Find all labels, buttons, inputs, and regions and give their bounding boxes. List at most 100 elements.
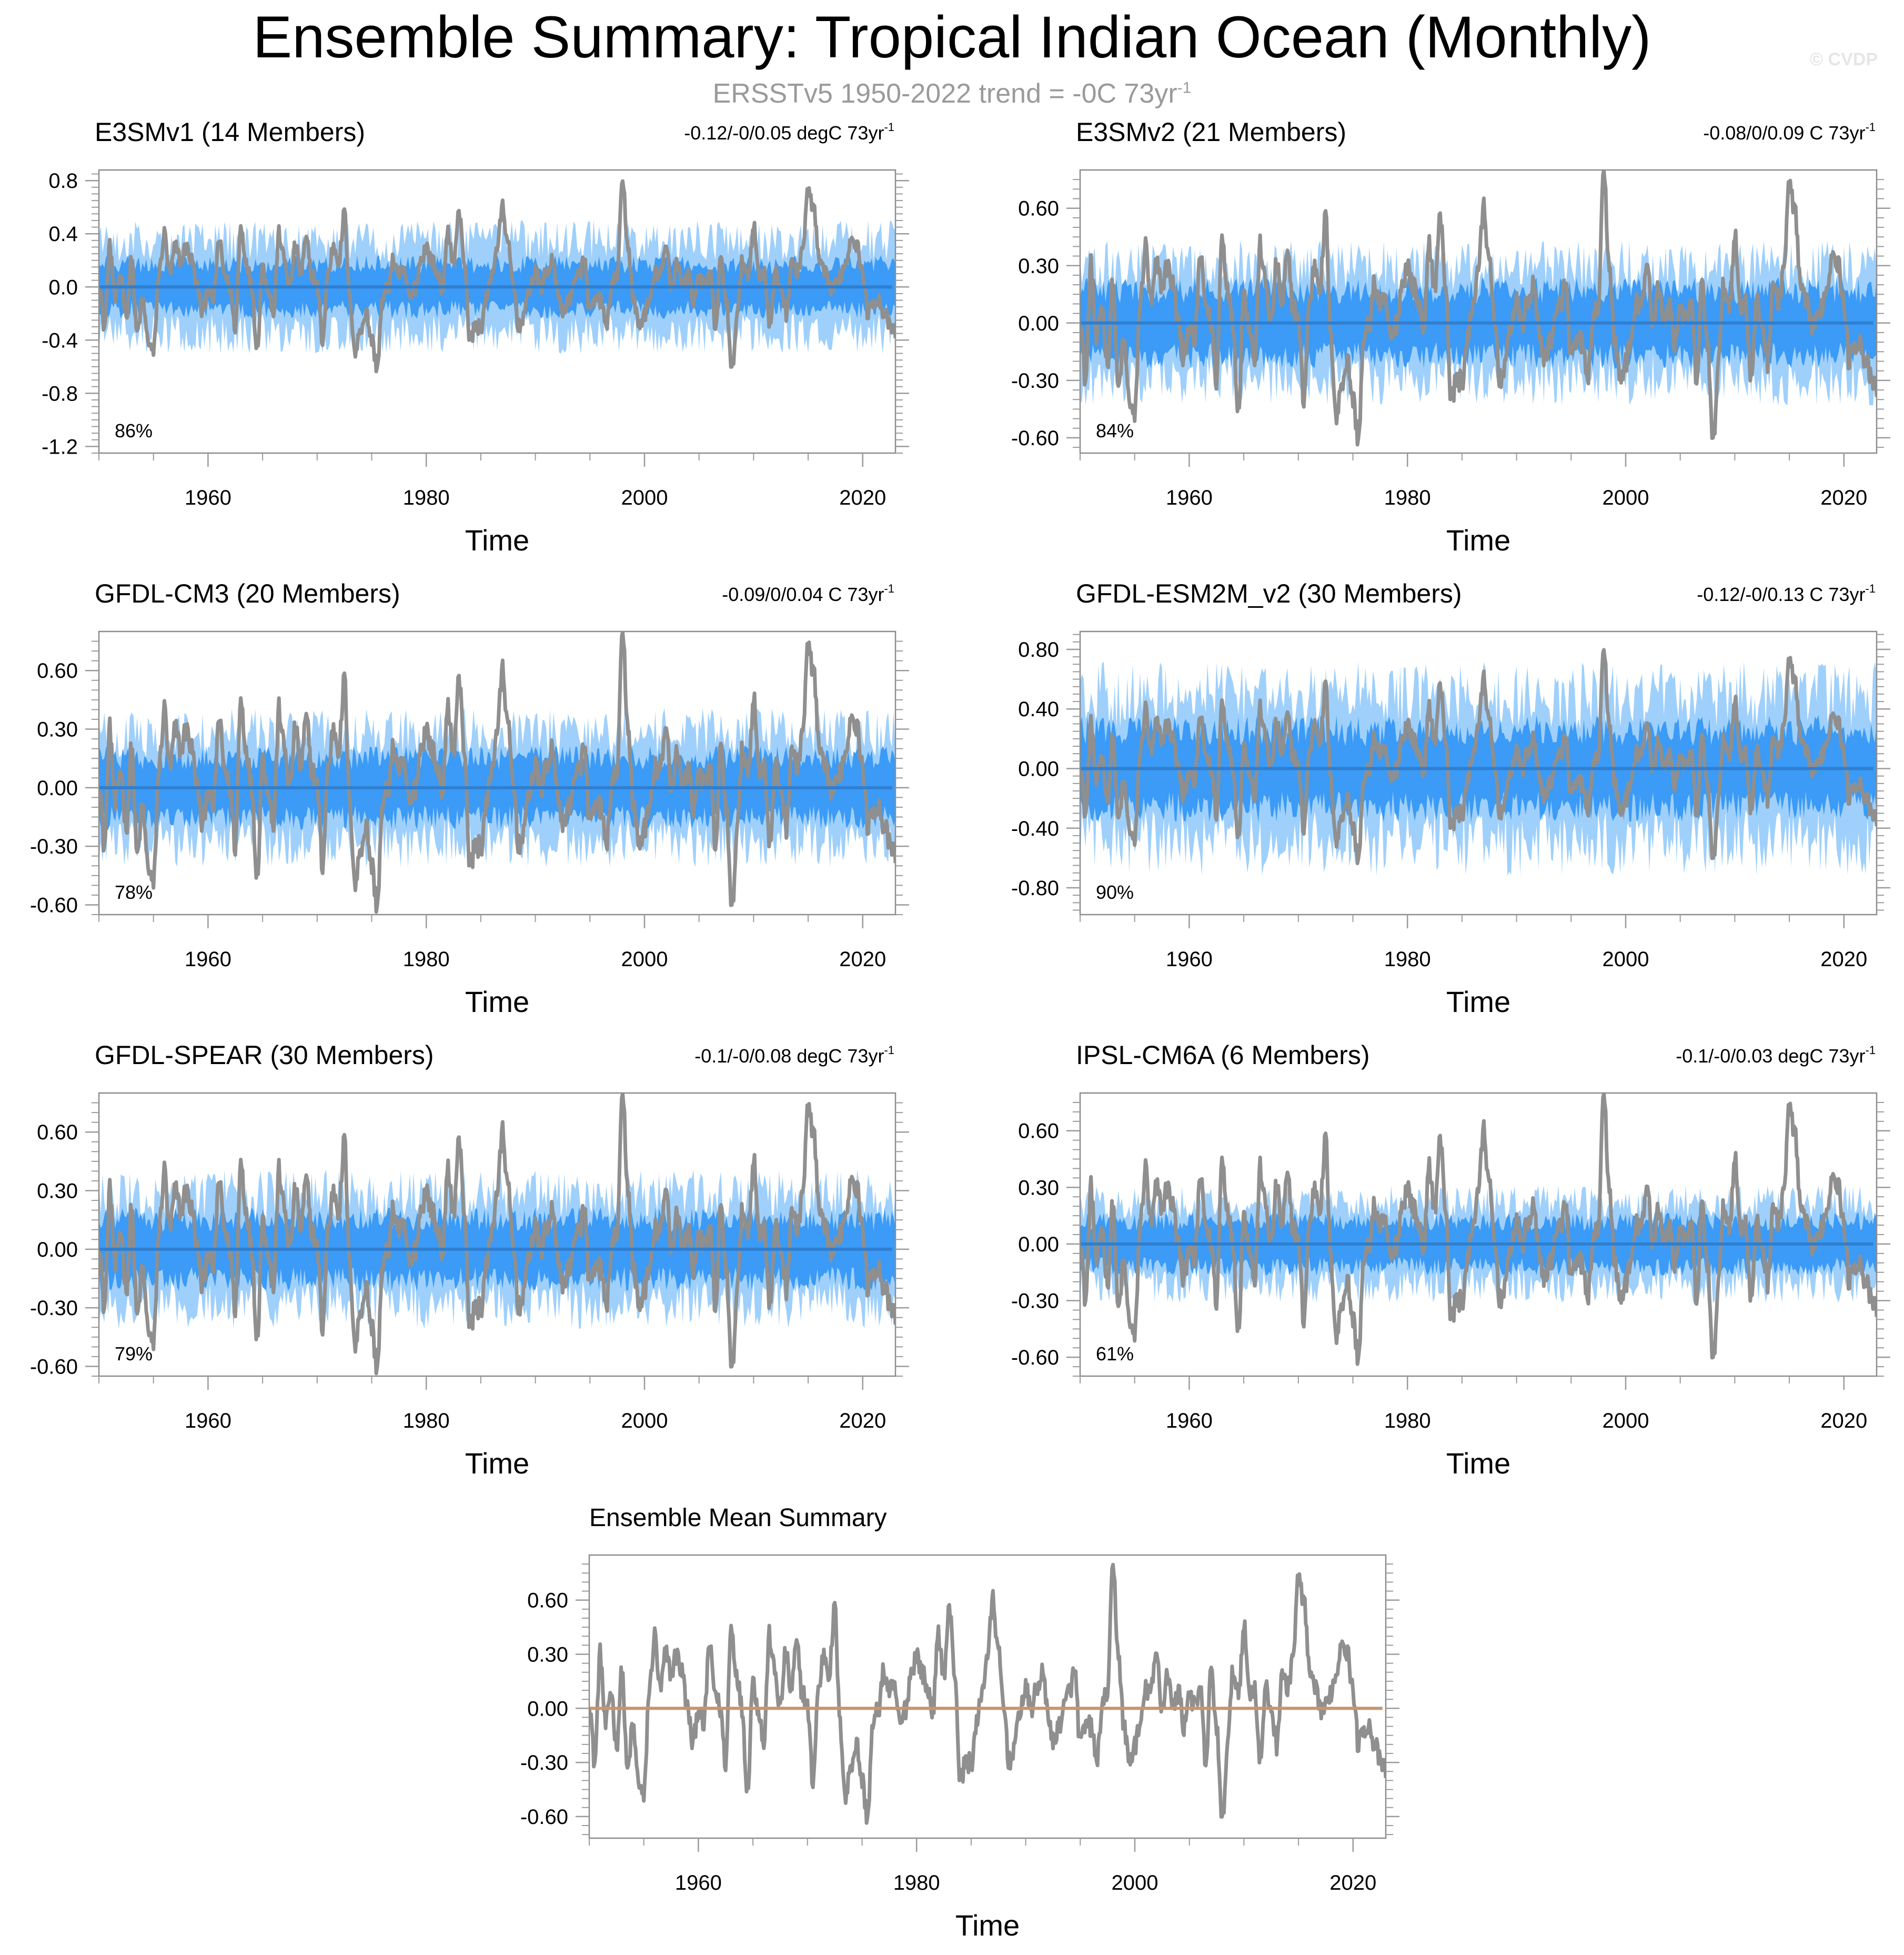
panel-title: GFDL-SPEAR (30 Members) <box>95 1040 434 1070</box>
x-tick-label: 2000 <box>621 1409 668 1432</box>
x-axis-title: Time <box>1446 985 1510 1018</box>
x-tick-label: 1980 <box>1384 948 1431 971</box>
y-tick-label: -0.30 <box>1011 1290 1059 1313</box>
x-tick-label: 1960 <box>185 948 231 971</box>
x-tick-label: 1980 <box>893 1871 940 1894</box>
y-tick-label: 0.00 <box>527 1697 568 1720</box>
y-tick-label: 0.60 <box>37 1121 78 1144</box>
y-tick-label: 0.30 <box>1018 255 1059 278</box>
observed-series-line <box>99 179 895 374</box>
x-tick-label: 1960 <box>1166 948 1213 971</box>
panel-trend-text: -0.08/0/0.09 C 73yr <box>1703 122 1865 144</box>
x-tick-label: 1980 <box>1384 486 1431 509</box>
subtitle: ERSSTv5 1950-2022 trend = -0C 73yr-1 <box>0 78 1904 109</box>
plot-area <box>99 179 895 374</box>
percent-label: 84% <box>1096 420 1134 442</box>
x-tick-label: 2000 <box>1602 948 1649 971</box>
panel-title: Ensemble Mean Summary <box>589 1504 887 1532</box>
x-axis-title: Time <box>465 985 529 1018</box>
y-tick-label: 0.0 <box>48 276 78 299</box>
y-tick-label: 0.60 <box>527 1589 568 1612</box>
x-tick-label: 2020 <box>1820 1409 1867 1432</box>
x-axis-title: Time <box>465 524 529 557</box>
x-tick-label: 1960 <box>185 1409 231 1432</box>
chart-panel-7: 0.60 0.30 0.00 -0.30 -0.60 1960 1980 2000 2020 Ti… <box>520 1504 1399 1942</box>
x-tick-label: 2020 <box>839 486 886 509</box>
plot-area <box>1080 1093 1877 1366</box>
panel-trend: -0.1/-0/0.03 degC 73yr-1 <box>1676 1044 1876 1067</box>
x-tick-label: 1960 <box>185 486 231 509</box>
y-tick-label: -0.60 <box>30 1355 78 1378</box>
chart-panel-3: 0.60 0.30 0.00 -0.30 -0.60 1960 1980 2000 2020 Ti… <box>30 579 909 1018</box>
observed-series-line <box>99 631 895 914</box>
y-tick-label: 0.30 <box>37 718 78 741</box>
y-tick-label: 0.4 <box>48 223 78 246</box>
x-tick-label: 1980 <box>1384 1409 1431 1432</box>
watermark: © CVDP <box>1810 49 1878 69</box>
panel-trend: -0.12/-0/0.13 C 73yr-1 <box>1697 582 1876 605</box>
x-tick-label: 2020 <box>1329 1871 1376 1894</box>
percent-label: 79% <box>115 1343 153 1365</box>
x-tick-label: 2020 <box>839 1409 886 1432</box>
y-tick-label: 0.30 <box>37 1180 78 1203</box>
plot-frame <box>98 169 896 454</box>
y-tick-label: -0.40 <box>1011 817 1059 840</box>
plot-area <box>99 631 895 914</box>
x-tick-label: 2000 <box>621 948 668 971</box>
x-tick-label: 1960 <box>1166 1409 1213 1432</box>
panel-trend: -0.1/-0/0.08 degC 73yr-1 <box>694 1044 894 1067</box>
subtitle-text: ERSSTv5 1950-2022 trend = -0C 73yr <box>712 78 1177 109</box>
panel-trend: -0.12/-0/0.05 degC 73yr-1 <box>684 121 894 144</box>
plot-frame <box>98 630 896 916</box>
observed-series-line <box>589 1562 1386 1825</box>
panel-trend: -0.08/0/0.09 C 73yr-1 <box>1703 121 1876 144</box>
percent-label: 61% <box>1096 1343 1134 1365</box>
subtitle-superscript: -1 <box>1177 79 1192 97</box>
chart-panel-5: 0.60 0.30 0.00 -0.30 -0.60 1960 1980 2000 2020 Ti… <box>30 1040 909 1480</box>
x-axis-title: Time <box>955 1909 1020 1942</box>
observed-series-line <box>1080 170 1877 447</box>
x-tick-label: 2000 <box>1111 1871 1158 1894</box>
y-tick-label: -0.4 <box>42 329 78 352</box>
panel-trend-superscript: -1 <box>1865 121 1876 134</box>
panel-title: E3SMv2 (21 Members) <box>1076 117 1346 147</box>
y-tick-label: -0.30 <box>520 1751 568 1774</box>
x-axis-title: Time <box>1446 1447 1510 1480</box>
x-tick-label: 2020 <box>1820 486 1867 509</box>
y-tick-label: -0.60 <box>30 894 78 917</box>
x-axis-title: Time <box>465 1447 529 1480</box>
plot-area <box>1080 170 1877 447</box>
panel-trend-superscript: -1 <box>884 1044 894 1057</box>
y-tick-label: 0.8 <box>48 169 78 193</box>
panel-title: GFDL-CM3 (20 Members) <box>95 579 400 608</box>
plot-area <box>99 1093 895 1376</box>
x-tick-label: 1960 <box>1166 486 1213 509</box>
y-tick-label: 0.00 <box>37 1238 78 1261</box>
y-tick-label: 0.30 <box>1018 1176 1059 1199</box>
y-tick-label: -0.30 <box>1011 369 1059 393</box>
panel-title: GFDL-ESM2M_v2 (30 Members) <box>1076 579 1462 608</box>
y-tick-label: -0.60 <box>1011 1346 1059 1369</box>
chart-panel-4: 0.80 0.40 0.00 -0.40 -0.80 1960 1980 2000 2020 Ti… <box>1011 579 1890 1018</box>
panel-trend-superscript: -1 <box>1865 582 1876 595</box>
percent-label: 78% <box>115 881 153 903</box>
panel-trend: -0.09/0/0.04 C 73yr-1 <box>722 582 894 605</box>
panel-title: IPSL-CM6A (6 Members) <box>1076 1040 1369 1070</box>
y-tick-label: 0.00 <box>1018 758 1059 781</box>
plot-frame <box>1079 630 1878 916</box>
x-tick-label: 1980 <box>403 1409 450 1432</box>
main-title: Ensemble Summary: Tropical Indian Ocean … <box>253 4 1651 70</box>
y-tick-label: -0.60 <box>520 1806 568 1829</box>
percent-label: 86% <box>115 420 153 442</box>
panel-trend-text: -0.1/-0/0.03 degC 73yr <box>1676 1045 1865 1067</box>
percent-label: 90% <box>1096 881 1134 903</box>
y-tick-label: -1.2 <box>42 435 78 458</box>
y-tick-label: 0.80 <box>1018 638 1059 661</box>
y-tick-label: -0.80 <box>1011 877 1059 900</box>
chart-panel-1: 0.8 0.4 0.0 -0.4 -0.8 -1.2 1960 1980 2000 2020 Tim… <box>42 117 909 557</box>
panel-trend-text: -0.12/-0/0.13 C 73yr <box>1697 584 1865 605</box>
plot-frame <box>98 1092 896 1377</box>
plot-frame <box>588 1554 1387 1839</box>
panel-trend-superscript: -1 <box>1865 1044 1876 1057</box>
